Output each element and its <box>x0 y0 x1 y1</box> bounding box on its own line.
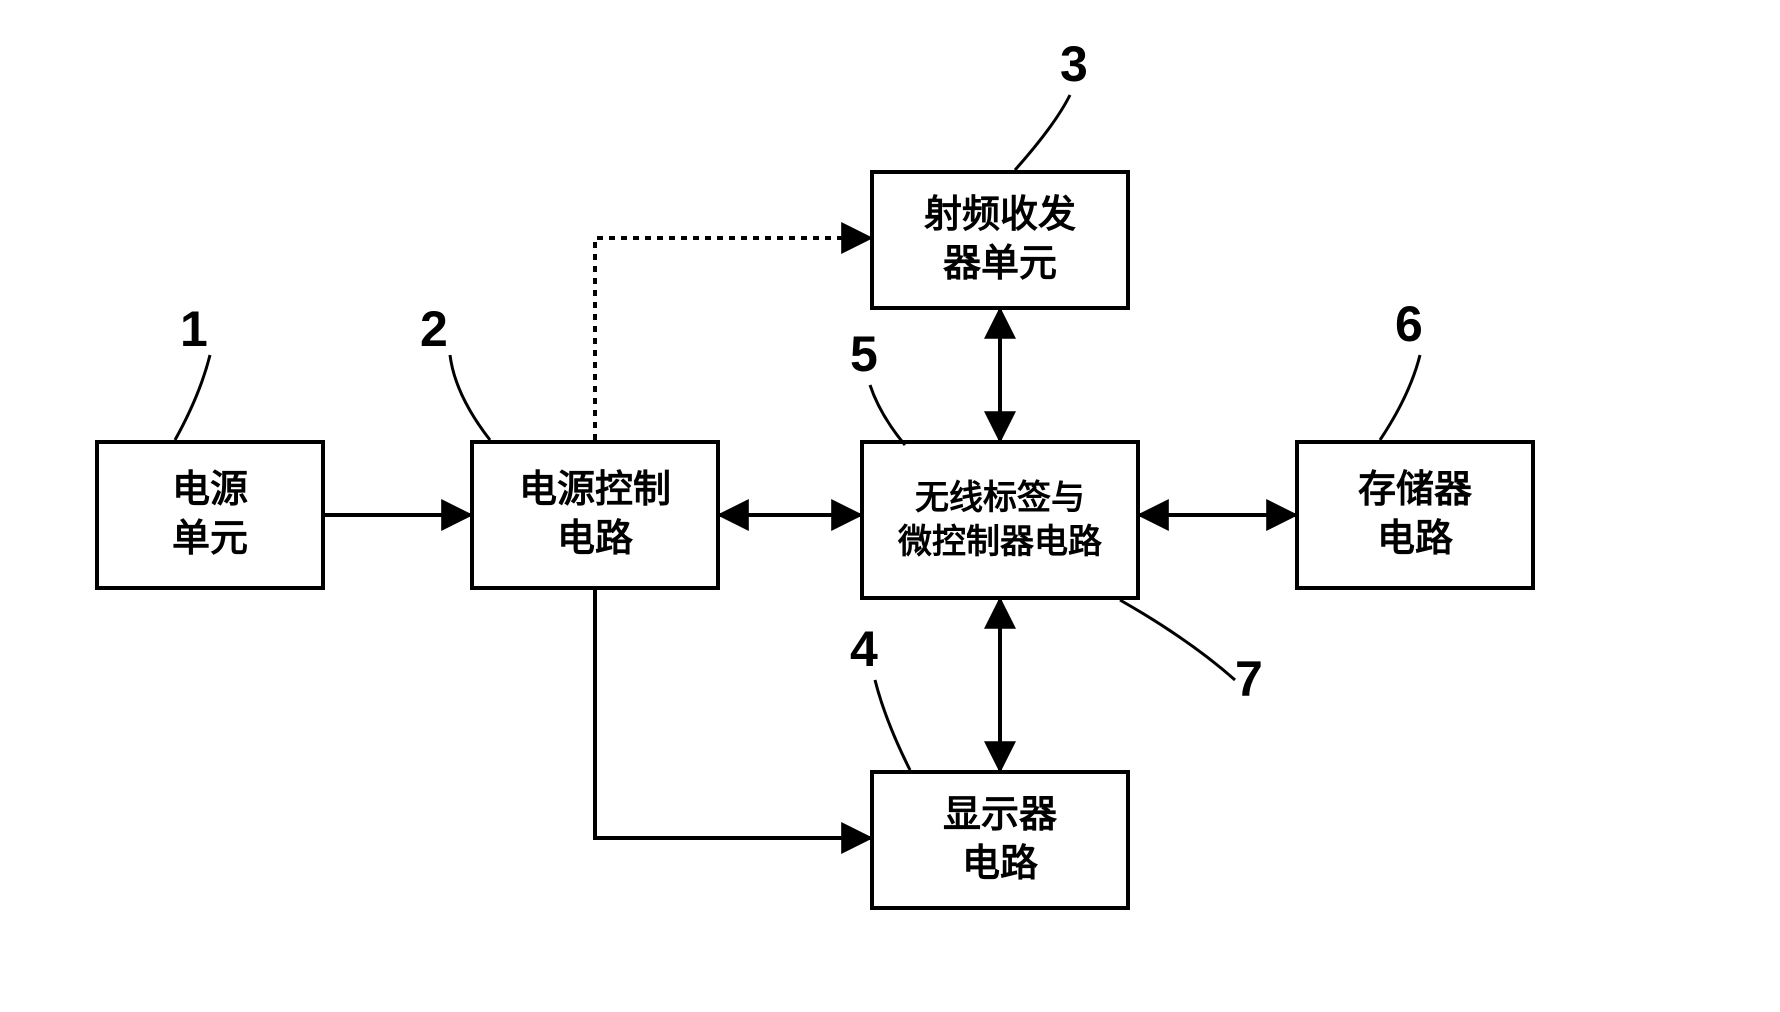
leader-line <box>1120 600 1235 680</box>
node-label: 电源控制 电路 <box>519 466 671 565</box>
callout-1: 1 <box>180 300 208 358</box>
callout-3: 3 <box>1060 35 1088 93</box>
callout-6: 6 <box>1395 295 1423 353</box>
node-label: 无线标签与 微控制器电路 <box>898 476 1102 564</box>
node-label: 射频收发 器单元 <box>924 191 1076 290</box>
callout-5: 5 <box>850 325 878 383</box>
leader-line <box>1380 355 1420 440</box>
node-power-unit: 电源 单元 <box>95 440 325 590</box>
leader-line <box>1015 95 1070 170</box>
node-label: 存储器 电路 <box>1358 466 1472 565</box>
node-label: 显示器 电路 <box>943 791 1057 890</box>
leader-line <box>175 355 210 440</box>
node-memory: 存储器 电路 <box>1295 440 1535 590</box>
callout-4: 4 <box>850 620 878 678</box>
leader-line <box>875 680 910 770</box>
node-power-control: 电源控制 电路 <box>470 440 720 590</box>
node-label: 电源 单元 <box>172 466 248 565</box>
node-tag-mcu: 无线标签与 微控制器电路 <box>860 440 1140 600</box>
node-display: 显示器 电路 <box>870 770 1130 910</box>
callout-2: 2 <box>420 300 448 358</box>
callout-7: 7 <box>1235 650 1263 708</box>
node-rf-transceiver: 射频收发 器单元 <box>870 170 1130 310</box>
edge-elbow <box>595 238 870 440</box>
edge-elbow <box>595 590 870 838</box>
leader-line <box>870 385 905 445</box>
leader-line <box>450 355 490 440</box>
